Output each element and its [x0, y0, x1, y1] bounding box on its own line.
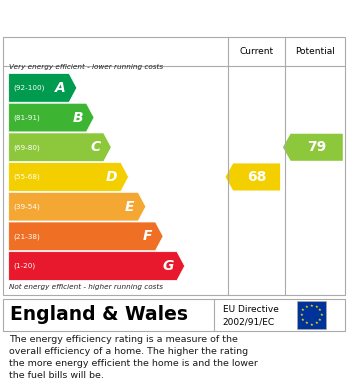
Text: (81-91): (81-91)	[13, 114, 40, 121]
Text: ★: ★	[315, 305, 318, 309]
Bar	[296, 301, 326, 329]
Text: C: C	[90, 140, 100, 154]
Text: Potential: Potential	[295, 47, 335, 56]
Text: England & Wales: England & Wales	[10, 305, 188, 324]
Polygon shape	[9, 133, 111, 161]
Text: Energy Efficiency Rating: Energy Efficiency Rating	[9, 10, 230, 25]
Text: Current: Current	[239, 47, 274, 56]
Polygon shape	[9, 192, 146, 221]
Text: Not energy efficient - higher running costs: Not energy efficient - higher running co…	[9, 284, 163, 290]
Text: ★: ★	[318, 308, 322, 312]
Polygon shape	[9, 252, 185, 280]
Text: ★: ★	[318, 318, 322, 322]
Text: D: D	[106, 170, 117, 184]
Text: (21-38): (21-38)	[13, 233, 40, 240]
Text: ★: ★	[305, 305, 308, 309]
Text: The energy efficiency rating is a measure of the
overall efficiency of a home. T: The energy efficiency rating is a measur…	[9, 335, 258, 380]
Text: A: A	[55, 81, 66, 95]
Text: F: F	[142, 230, 152, 243]
Text: EU Directive: EU Directive	[223, 305, 279, 314]
Text: ★: ★	[301, 318, 305, 322]
Text: ★: ★	[301, 308, 305, 312]
Text: ★: ★	[310, 323, 313, 326]
Text: (69-80): (69-80)	[13, 144, 40, 151]
Polygon shape	[9, 163, 128, 191]
Polygon shape	[9, 222, 163, 251]
Text: ★: ★	[315, 321, 318, 325]
Text: ★: ★	[310, 304, 313, 308]
Polygon shape	[9, 74, 77, 102]
Text: Very energy efficient - lower running costs: Very energy efficient - lower running co…	[9, 64, 163, 70]
Text: (1-20): (1-20)	[13, 263, 35, 269]
Text: 68: 68	[247, 170, 266, 184]
Text: ★: ★	[305, 321, 308, 325]
Text: B: B	[72, 111, 83, 125]
Text: (55-68): (55-68)	[13, 174, 40, 180]
Text: ★: ★	[319, 313, 323, 317]
Text: (39-54): (39-54)	[13, 203, 40, 210]
Polygon shape	[283, 134, 343, 161]
Polygon shape	[226, 163, 280, 190]
Text: 79: 79	[307, 140, 326, 154]
Text: ★: ★	[300, 313, 303, 317]
Text: E: E	[125, 200, 135, 213]
Text: G: G	[162, 259, 174, 273]
Polygon shape	[9, 103, 94, 132]
Text: (92-100): (92-100)	[13, 84, 44, 91]
Text: 2002/91/EC: 2002/91/EC	[223, 317, 275, 326]
